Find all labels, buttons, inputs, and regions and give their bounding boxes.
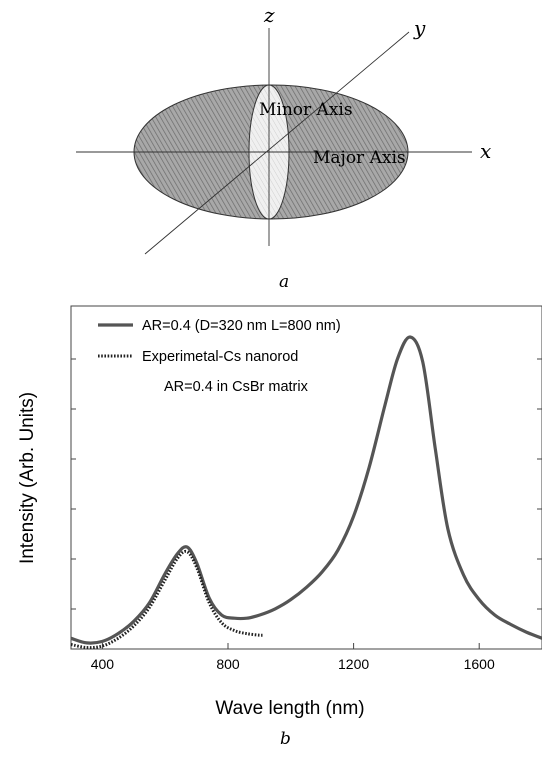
x-tick-label: 1200 bbox=[338, 656, 369, 672]
series-experimental-line bbox=[70, 549, 263, 650]
y-axis-letter: y bbox=[413, 16, 426, 40]
x-axis-letter: x bbox=[480, 139, 491, 163]
minor-axis-label: Minor Axis bbox=[259, 100, 353, 120]
series-simulation-line bbox=[70, 335, 542, 645]
y-axis-line bbox=[144, 31, 410, 255]
y-axis-title: Intensity (Arb. Units) bbox=[17, 392, 38, 564]
y-tick-marks bbox=[71, 358, 542, 610]
x-tick-label: 400 bbox=[91, 656, 115, 672]
x-tick-label: 1600 bbox=[464, 656, 495, 672]
spectrum-chart: 400 800 1200 1600 AR=0.4 (D=320 nm L=800 nm… bbox=[17, 305, 542, 749]
x-tick-marks bbox=[101, 643, 480, 649]
legend-label-series-1: AR=0.4 (D=320 nm L=800 nm) bbox=[142, 318, 341, 334]
major-axis-label: Major Axis bbox=[313, 148, 406, 168]
panel-b-label: b bbox=[280, 729, 291, 749]
legend-label-series-2: Experimetal-Cs nanorod bbox=[142, 349, 298, 365]
panel-a-label: a bbox=[279, 272, 289, 292]
legend: AR=0.4 (D=320 nm L=800 nm) Experimetal-C… bbox=[98, 318, 341, 395]
series-layer bbox=[70, 335, 542, 650]
legend-extra-text: AR=0.4 in CsBr matrix bbox=[164, 379, 309, 395]
z-axis-letter: z bbox=[263, 3, 275, 27]
plot-frame bbox=[70, 305, 542, 650]
x-tick-label: 800 bbox=[216, 656, 240, 672]
x-tick-labels: 400 800 1200 1600 bbox=[91, 656, 495, 672]
x-axis-title: Wave length (nm) bbox=[215, 698, 364, 719]
ellipsoid-diagram: z y x Minor Axis Major Axis a bbox=[76, 3, 491, 292]
